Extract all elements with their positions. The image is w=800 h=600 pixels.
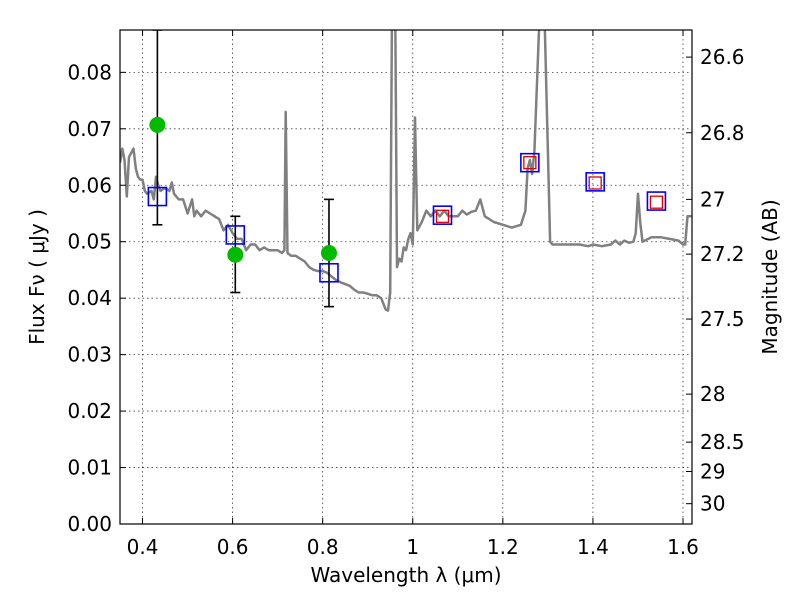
y-tick-label: 0.05 [67,230,112,254]
x-tick-label: 1 [406,535,419,559]
x-tick-label: 0.4 [127,535,159,559]
data-series [120,30,692,312]
model-point-blue [585,172,605,192]
model-point-blue [432,205,453,225]
spectrum-line [120,30,692,312]
y2-axis-title: Magnitude (AB) [758,199,782,354]
y-axis-title: Flux Fν ( μJy ) [25,209,49,345]
x-tick-label: 0.8 [307,535,339,559]
model-point-red [588,176,602,190]
magnitude-tick-label: 27.2 [700,242,745,266]
x-tick-label: 1.4 [577,535,609,559]
observed-point [320,245,337,262]
magnitude-tick-label: 30 [700,492,725,516]
model-point-blue [225,225,246,245]
y-tick-label: 0.07 [67,117,112,141]
model-point-blue [646,191,667,211]
magnitude-tick-label: 28 [700,382,725,406]
y-axis: 0.00 0.01 0.02 0.03 0.04 0.05 0.06 0.07 0.08 [67,60,126,536]
y-tick-label: 0.01 [67,456,112,480]
y-tick-label: 0.04 [67,286,112,310]
observed-point [227,246,244,263]
x-axis: 0.4 0.6 0.8 1 1.2 1.4 1.6 [127,30,699,559]
model-point-blue [147,186,168,207]
y-tick-label: 0.02 [67,399,112,423]
x-tick-label: 1.6 [667,535,699,559]
magnitude-tick-label: 27 [700,187,725,211]
x-tick-label: 1.2 [487,535,519,559]
x-axis-title: Wavelength λ (μm) [310,563,501,587]
plot-frame [119,29,693,525]
magnitude-tick-label: 26.8 [700,121,745,145]
plot-background [120,30,692,524]
magnitude-tick-label: 26.6 [700,45,745,69]
magnitude-tick-label: 27.5 [700,307,745,331]
y-tick-label: 0.00 [67,512,112,536]
x-tick-label: 0.6 [217,535,249,559]
y-tick-label: 0.06 [67,173,112,197]
model-point-blue [520,152,540,173]
y-tick-label: 0.08 [67,60,112,84]
model-point-red [435,209,450,223]
model-point-red [523,156,537,170]
observed-point [149,116,166,133]
magnitude-tick-label: 28.5 [700,430,745,454]
y-tick-label: 0.03 [67,343,112,367]
model-point-blue [319,262,339,283]
magnitude-tick-label: 29 [700,459,725,483]
model-point-red [649,195,664,209]
magnitude-axis: 26.6 26.8 27 27.2 27.5 28 28.5 29 30 [686,45,745,516]
